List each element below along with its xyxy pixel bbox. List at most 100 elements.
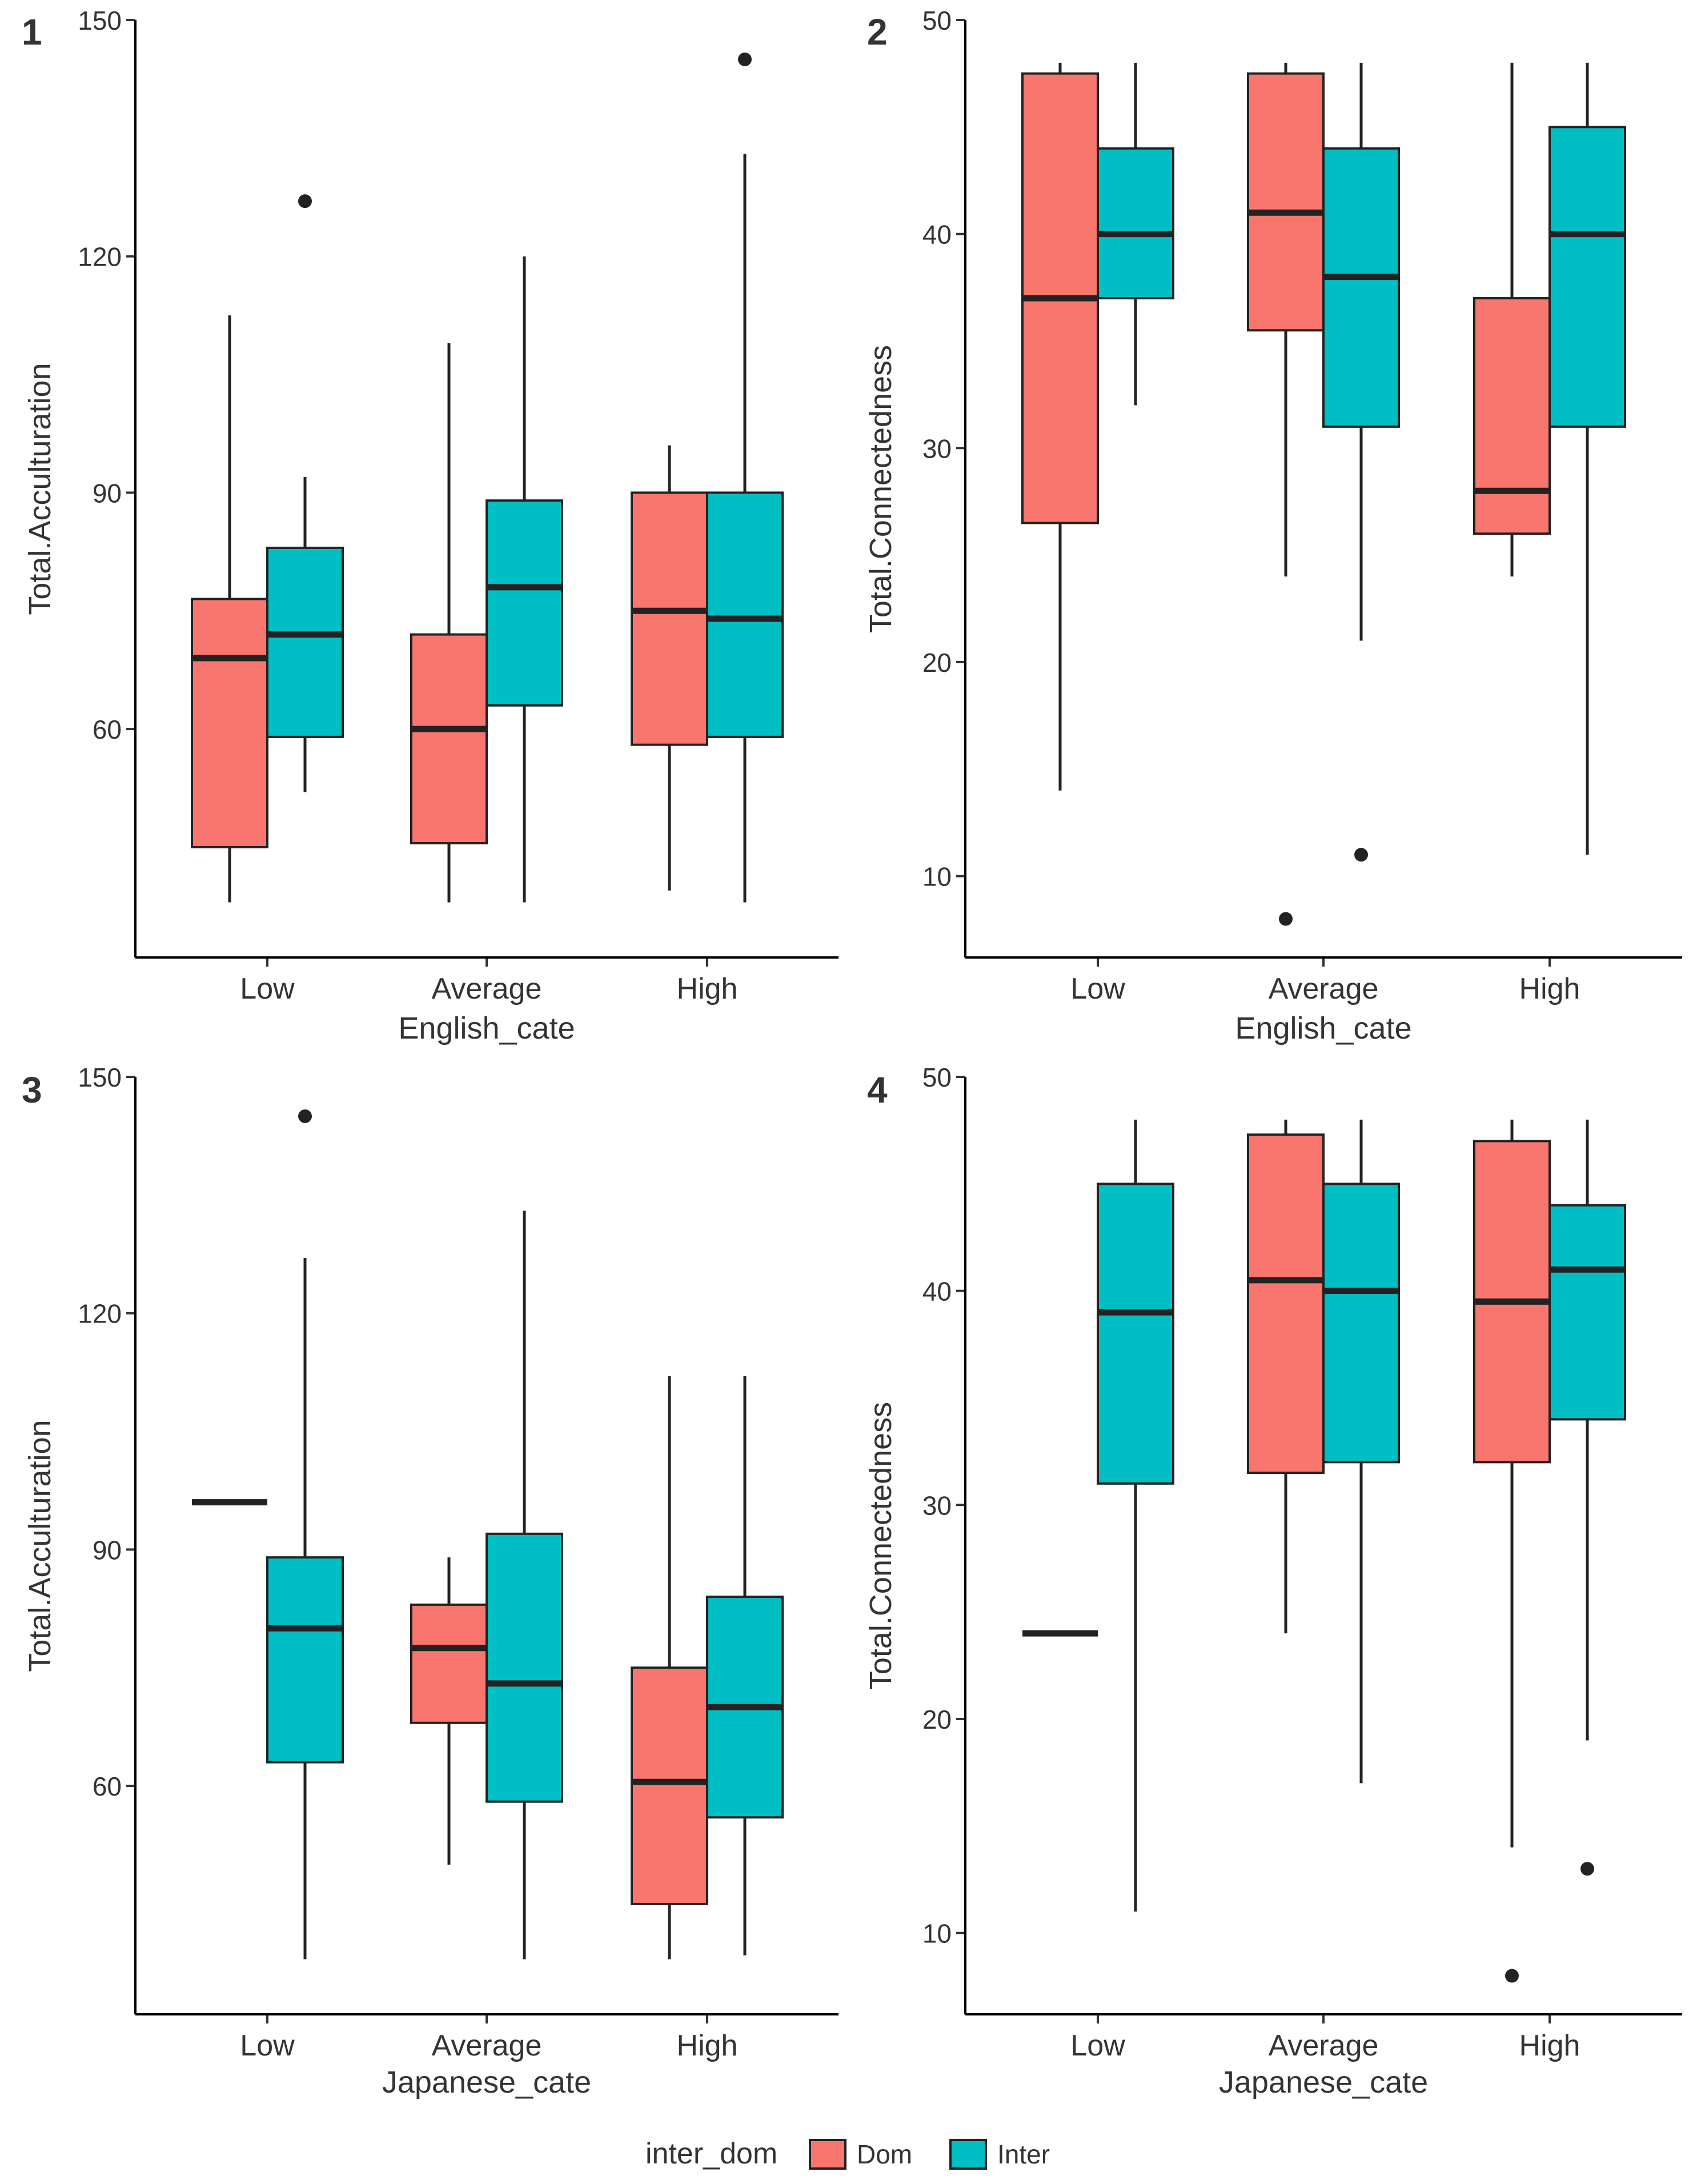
x-tick-label-average: Average xyxy=(1269,2029,1379,2062)
x-tick-label-average: Average xyxy=(1269,972,1379,1005)
iqr-box xyxy=(410,633,488,845)
box-high-dom xyxy=(631,445,708,891)
x-tick-label-high: High xyxy=(1519,972,1580,1005)
panel-label: 4 xyxy=(867,1069,888,1111)
iqr-box xyxy=(266,546,344,738)
x-axis-title: English_cate xyxy=(398,1011,575,1045)
legend-label-inter: Inter xyxy=(997,2139,1050,2169)
y-tick-label: 60 xyxy=(93,1772,122,1801)
x-axis-title: Japanese_cate xyxy=(382,2065,591,2099)
y-tick-label: 90 xyxy=(93,1535,122,1565)
x-tick-label-low: Low xyxy=(240,972,295,1005)
legend: inter_dom Dom Inter xyxy=(645,2137,1050,2170)
box-low-inter xyxy=(1097,1119,1174,1912)
legend-key-dom xyxy=(809,2139,847,2170)
box-low-inter xyxy=(1097,62,1174,406)
iqr-box xyxy=(1097,147,1174,300)
box-average-dom xyxy=(1247,62,1325,926)
iqr-box xyxy=(1247,72,1325,332)
x-axis-title: Japanese_cate xyxy=(1219,2065,1428,2099)
box-average-dom xyxy=(410,1557,488,1865)
outlier-point xyxy=(1505,1969,1519,1983)
y-tick-label: 10 xyxy=(922,862,952,892)
panel-4: 4 10 20 30 40 50 Low Average High Japanese_cate… xyxy=(864,1063,1682,2099)
box-high-inter xyxy=(706,1376,784,1955)
iqr-box xyxy=(631,1666,708,1905)
iqr-box xyxy=(486,499,563,707)
y-tick-label: 50 xyxy=(922,1063,952,1092)
box-low-dom xyxy=(191,315,268,903)
outlier-point xyxy=(298,194,312,209)
iqr-box xyxy=(1548,1204,1626,1421)
outlier-point xyxy=(738,52,752,66)
y-axis-title: Total.Connectedness xyxy=(864,345,898,633)
box-high-inter xyxy=(706,52,784,903)
y-tick-label: 30 xyxy=(922,1490,952,1520)
x-tick-label-high: High xyxy=(677,2029,738,2062)
x-tick-label-average: Average xyxy=(432,2029,542,2062)
y-axis-title: Total.Acculturation xyxy=(23,1420,57,1672)
box-average-dom xyxy=(1247,1119,1325,1634)
box-high-dom xyxy=(1473,62,1551,577)
iqr-box xyxy=(191,598,268,848)
box-average-inter xyxy=(1322,1119,1400,1784)
box-high-inter xyxy=(1548,1119,1626,1876)
y-tick-label: 50 xyxy=(922,6,952,35)
iqr-box xyxy=(1473,297,1551,535)
outlier-point xyxy=(1279,912,1293,926)
y-tick-label: 120 xyxy=(78,242,122,272)
y-tick-label: 150 xyxy=(78,6,122,35)
legend-key-inter xyxy=(949,2139,987,2170)
y-tick-label: 10 xyxy=(922,1919,952,1949)
y-tick-label: 120 xyxy=(78,1299,122,1329)
x-tick-label-high: High xyxy=(1519,2029,1580,2062)
panel-3: 3 60 90 120 150 Low Average High Japanese_cate… xyxy=(22,1063,839,2099)
iqr-box xyxy=(706,491,784,738)
x-tick-label-low: Low xyxy=(1070,2029,1125,2062)
iqr-box xyxy=(1548,126,1626,428)
iqr-box xyxy=(1322,147,1400,428)
box-average-dom xyxy=(410,343,488,903)
iqr-box xyxy=(631,491,708,746)
iqr-box xyxy=(1322,1183,1400,1464)
legend-label-dom: Dom xyxy=(857,2139,912,2169)
panel-label: 1 xyxy=(22,11,42,53)
legend-title: inter_dom xyxy=(645,2137,777,2170)
iqr-box xyxy=(1247,1133,1325,1474)
box-average-inter xyxy=(1322,62,1400,862)
box-high-inter xyxy=(1548,62,1626,855)
y-tick-label: 30 xyxy=(922,434,952,463)
y-tick-label: 20 xyxy=(922,1705,952,1734)
box-low-inter xyxy=(266,194,344,792)
panel-label: 2 xyxy=(867,11,888,53)
iqr-box xyxy=(1097,1183,1174,1485)
box-low-dom xyxy=(1021,62,1099,791)
box-average-inter xyxy=(486,256,563,903)
y-tick-label: 40 xyxy=(922,1277,952,1307)
x-axis-title: English_cate xyxy=(1235,1011,1411,1045)
box-low-inter xyxy=(266,1109,344,1959)
y-tick-label: 90 xyxy=(93,478,122,508)
y-tick-label: 40 xyxy=(922,220,952,250)
box-average-inter xyxy=(486,1211,563,1959)
y-axis-title: Total.Acculturation xyxy=(23,363,57,615)
box-high-dom xyxy=(1473,1119,1551,1983)
iqr-box xyxy=(486,1532,563,1803)
y-tick-label: 60 xyxy=(93,715,122,744)
x-tick-label-low: Low xyxy=(240,2029,295,2062)
y-tick-label: 150 xyxy=(78,1063,122,1092)
x-tick-label-low: Low xyxy=(1070,972,1125,1005)
y-axis-title: Total.Connectedness xyxy=(864,1402,898,1690)
box-high-dom xyxy=(631,1376,708,1959)
outlier-point xyxy=(298,1109,312,1123)
iqr-box xyxy=(410,1603,488,1724)
x-tick-label-average: Average xyxy=(432,972,542,1005)
panel-label: 3 xyxy=(22,1069,42,1111)
y-tick-label: 20 xyxy=(922,648,952,678)
iqr-box xyxy=(266,1556,344,1764)
outlier-point xyxy=(1580,1862,1594,1876)
outlier-point xyxy=(1354,848,1368,862)
